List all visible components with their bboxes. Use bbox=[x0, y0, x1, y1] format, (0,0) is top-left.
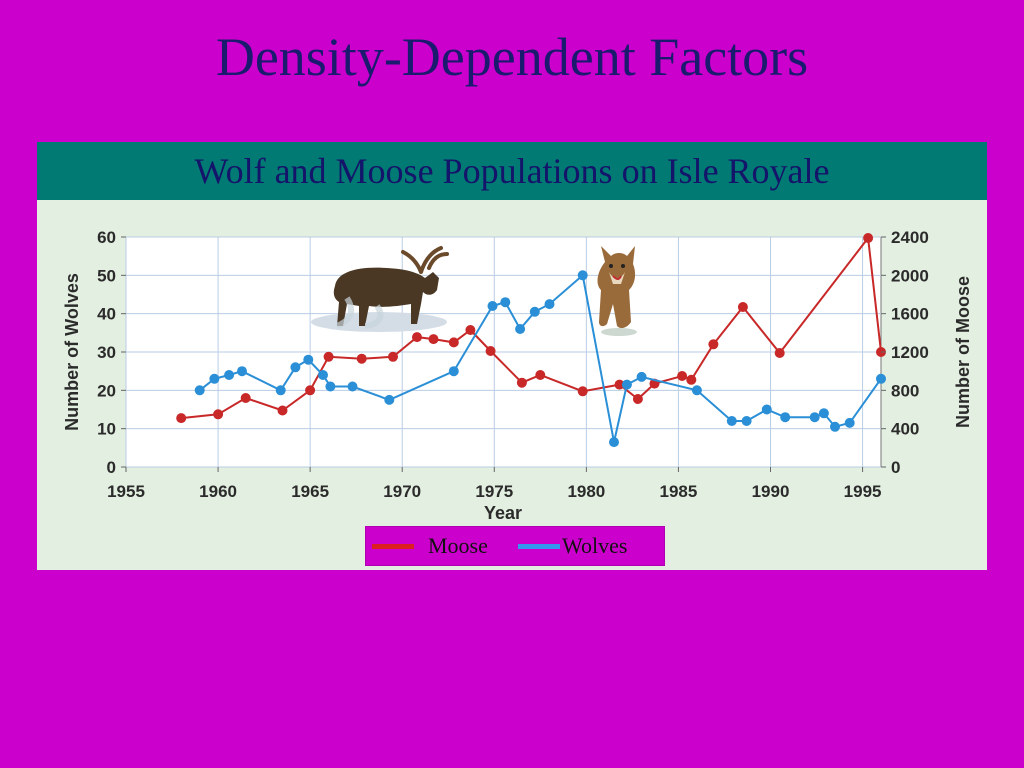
wolves-data-point bbox=[691, 385, 702, 396]
y-tick-label-right: 2400 bbox=[891, 228, 929, 247]
wolves-data-point bbox=[194, 385, 205, 396]
legend: Moose Wolves bbox=[365, 526, 665, 566]
moose-data-point bbox=[485, 346, 496, 356]
wolves-data-point bbox=[515, 324, 526, 334]
legend-swatch-wolves bbox=[518, 544, 560, 549]
moose-data-point bbox=[176, 413, 187, 424]
moose-data-point bbox=[448, 337, 459, 348]
wolves-data-point bbox=[876, 373, 886, 384]
wolves-data-point bbox=[529, 306, 540, 317]
y-tick-label-left: 20 bbox=[97, 381, 116, 400]
y-tick-label-right: 0 bbox=[891, 458, 900, 477]
x-tick-label: 1965 bbox=[291, 482, 329, 501]
wolves-data-point bbox=[325, 381, 336, 392]
chart-panel: Wolf and Moose Populations on Isle Royal… bbox=[37, 142, 987, 570]
moose-data-point bbox=[774, 348, 785, 358]
slide-title: Density-Dependent Factors bbox=[215, 27, 809, 87]
wolves-data-point bbox=[290, 362, 301, 373]
legend-label-wolves: Wolves bbox=[562, 533, 628, 558]
wolves-data-point bbox=[741, 416, 752, 426]
moose-data-point bbox=[535, 370, 546, 380]
tick-labels: 1955 1960 1965 1970 1975 1980 1985 1990 1995 0 10 2… bbox=[97, 228, 929, 501]
y-tick-label-right: 400 bbox=[891, 420, 919, 439]
x-tick-label: 1995 bbox=[844, 482, 882, 501]
moose-data-point bbox=[577, 386, 588, 397]
wolves-data-point bbox=[318, 370, 328, 380]
x-tick-label: 1960 bbox=[199, 482, 237, 501]
moose-data-point bbox=[632, 394, 643, 404]
y-tick-label-right: 800 bbox=[891, 381, 919, 400]
moose-data-point bbox=[516, 377, 527, 388]
x-tick-label: 1975 bbox=[475, 482, 513, 501]
moose-data-point bbox=[240, 393, 251, 403]
moose-data-point bbox=[614, 379, 625, 390]
y-tick-label-left: 50 bbox=[97, 266, 116, 285]
chart-title: Wolf and Moose Populations on Isle Royal… bbox=[194, 151, 830, 191]
wolves-data-point bbox=[636, 371, 647, 382]
moose-data-point bbox=[213, 409, 224, 420]
chart-header: Wolf and Moose Populations on Isle Royal… bbox=[37, 142, 987, 200]
wolves-data-point bbox=[830, 421, 840, 432]
y-tick-label-left: 30 bbox=[97, 343, 116, 362]
wolves-data-point bbox=[577, 270, 588, 281]
wolves-data-point bbox=[818, 408, 829, 419]
moose-photo bbox=[311, 246, 449, 332]
y-tick-label-left: 10 bbox=[97, 420, 116, 439]
wolves-data-point bbox=[448, 366, 459, 377]
moose-data-point bbox=[708, 339, 719, 350]
moose-data-point bbox=[428, 334, 439, 345]
series-layer bbox=[176, 233, 886, 448]
x-axis-label: Year bbox=[484, 503, 522, 523]
x-tick-label: 1980 bbox=[567, 482, 605, 501]
moose-data-point bbox=[737, 302, 748, 312]
moose-data-point bbox=[465, 325, 476, 335]
wolves-data-point bbox=[780, 412, 791, 423]
moose-data-point bbox=[323, 351, 334, 362]
wolves-data-point bbox=[609, 437, 619, 448]
moose-data-point bbox=[677, 371, 688, 381]
chart-plot: 1955 1960 1965 1970 1975 1980 1985 1990 1995 0 10 2… bbox=[62, 228, 973, 523]
x-tick-label: 1955 bbox=[107, 482, 145, 501]
y-axis-label-right: Number of Moose bbox=[953, 276, 973, 428]
wolves-data-point bbox=[303, 354, 314, 365]
x-tick-label: 1985 bbox=[660, 482, 698, 501]
wolves-data-point bbox=[500, 297, 511, 308]
legend-label-moose: Moose bbox=[428, 533, 488, 558]
wolves-data-point bbox=[621, 379, 632, 390]
y-tick-label-left: 0 bbox=[107, 458, 116, 477]
moose-data-point bbox=[305, 385, 316, 396]
wolves-data-point bbox=[237, 366, 247, 377]
wolves-data-point bbox=[224, 370, 235, 380]
wolves-data-point bbox=[487, 301, 498, 311]
y-tick-label-right: 1600 bbox=[891, 305, 929, 324]
wolves-data-point bbox=[384, 394, 395, 405]
moose-data-point bbox=[863, 233, 874, 243]
wolf-photo bbox=[597, 246, 637, 336]
y-tick-label-left: 60 bbox=[97, 228, 116, 247]
wolves-data-point bbox=[275, 385, 286, 396]
x-tick-label: 1970 bbox=[383, 482, 421, 501]
y-tick-label-left: 40 bbox=[97, 305, 116, 324]
moose-data-point bbox=[277, 405, 288, 416]
y-axis-label-left: Number of Wolves bbox=[62, 273, 82, 431]
y-tick-label-right: 2000 bbox=[891, 266, 929, 285]
moose-series-line bbox=[181, 235, 882, 420]
wolves-data-point bbox=[844, 417, 855, 428]
wolves-data-point bbox=[347, 381, 358, 392]
moose-data-point bbox=[356, 353, 367, 364]
wolves-data-point bbox=[544, 299, 555, 310]
wolves-data-point bbox=[726, 416, 737, 426]
x-tick-label: 1990 bbox=[752, 482, 790, 501]
wolves-data-point bbox=[761, 404, 772, 415]
y-tick-label-right: 1200 bbox=[891, 343, 929, 362]
moose-data-point bbox=[388, 351, 398, 362]
wolves-data-point bbox=[209, 373, 220, 384]
moose-data-point bbox=[686, 374, 697, 385]
legend-swatch-moose bbox=[372, 544, 414, 549]
wolves-data-point bbox=[809, 412, 820, 423]
moose-data-point bbox=[412, 332, 422, 343]
